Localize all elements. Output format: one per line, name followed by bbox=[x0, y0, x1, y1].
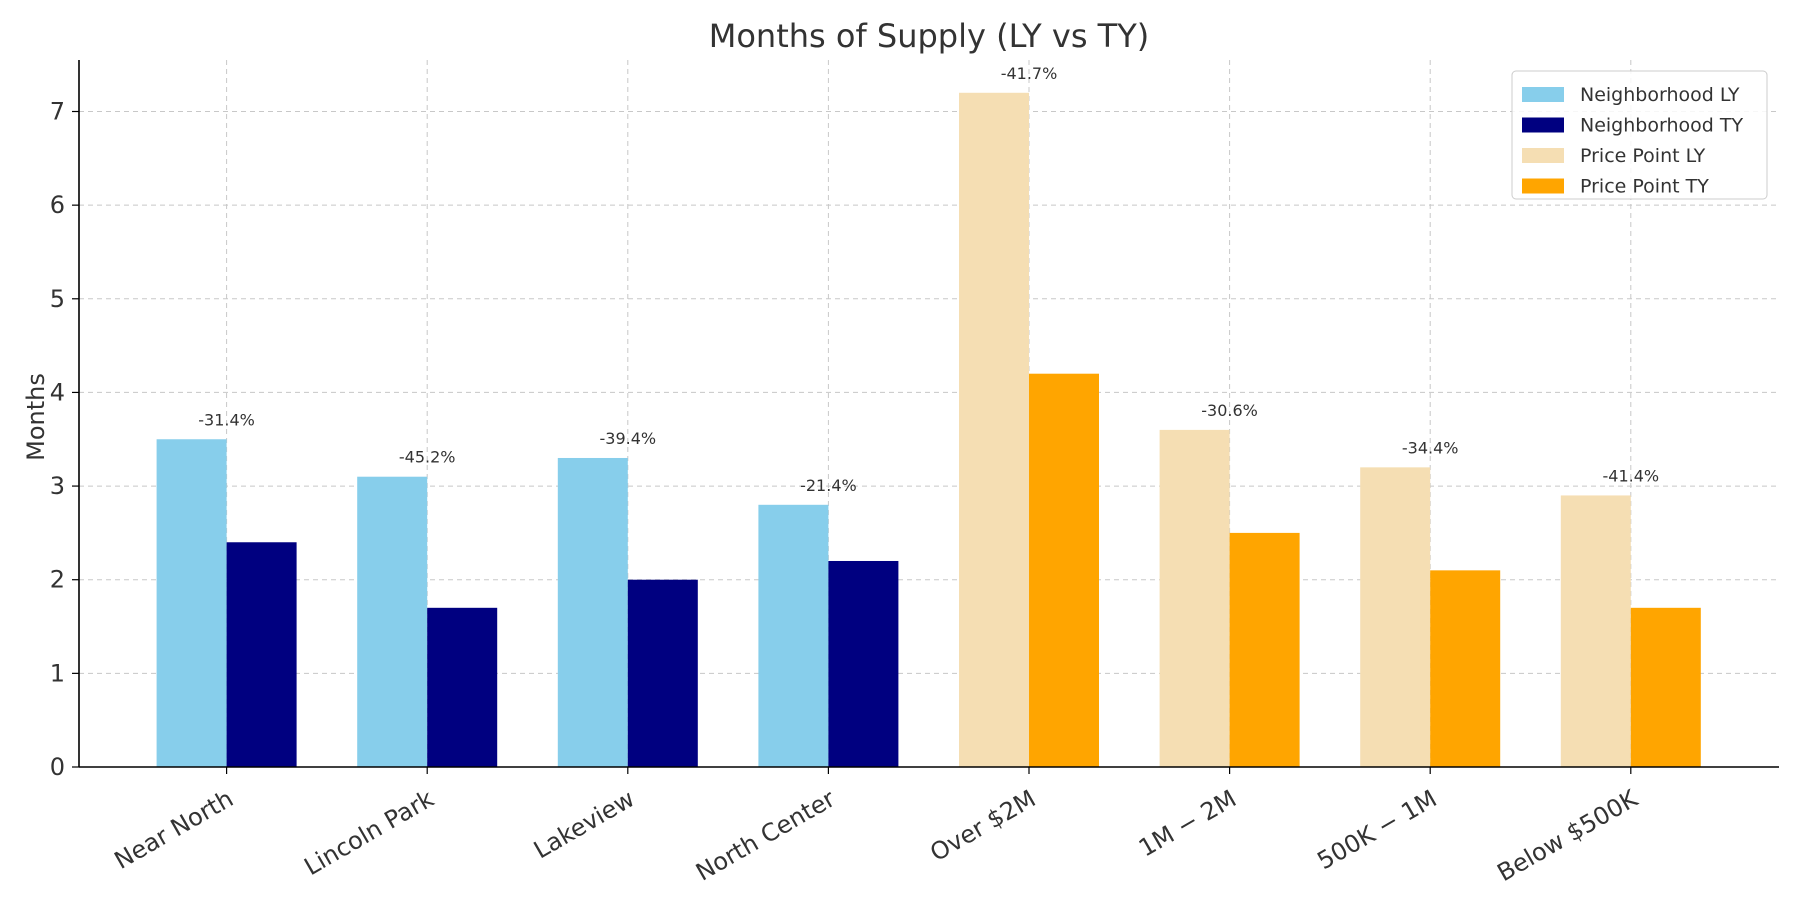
x-tick-label: 500K − 1M bbox=[1313, 784, 1442, 875]
x-tick-label: 1M − 2M bbox=[1134, 784, 1241, 862]
y-tick-label: 4 bbox=[50, 378, 65, 406]
y-tick-label: 6 bbox=[50, 191, 65, 219]
x-tick-label: North Center bbox=[691, 784, 840, 886]
x-tick-label: Over $2M bbox=[925, 784, 1040, 867]
change-label: -41.7% bbox=[1001, 64, 1058, 83]
legend: Neighborhood LY Neighborhood TY Price Poin… bbox=[1511, 70, 1768, 200]
bar-ly bbox=[1360, 467, 1431, 767]
bar-ty bbox=[627, 579, 698, 767]
bar-ty bbox=[1430, 570, 1501, 767]
y-axis-label: Months bbox=[22, 373, 50, 461]
bar-ly bbox=[1159, 429, 1230, 767]
y-tick-label: 7 bbox=[50, 98, 65, 126]
chart-title: Months of Supply (LY vs TY) bbox=[709, 17, 1150, 55]
bar-ly bbox=[758, 504, 829, 767]
x-tick-label: Near North bbox=[110, 784, 238, 874]
change-label: -41.4% bbox=[1602, 466, 1659, 485]
legend-box bbox=[1511, 70, 1768, 200]
legend-swatch bbox=[1522, 178, 1564, 194]
legend-label: Neighborhood LY bbox=[1580, 84, 1740, 106]
bars bbox=[156, 92, 1701, 767]
change-label: -39.4% bbox=[599, 429, 656, 448]
legend-swatch bbox=[1522, 87, 1564, 102]
legend-swatch bbox=[1522, 148, 1564, 163]
bar-ly bbox=[557, 457, 628, 767]
data-labels: -31.4% -45.2% -39.4% -21.4% -41.7% -30.6% -34.… bbox=[198, 64, 1659, 495]
change-label: -21.4% bbox=[800, 476, 857, 495]
change-label: -31.4% bbox=[198, 410, 255, 429]
y-tick-label: 2 bbox=[50, 566, 65, 594]
legend-swatch bbox=[1522, 117, 1564, 133]
legend-label: Price Point LY bbox=[1580, 145, 1706, 167]
change-label: -34.4% bbox=[1402, 438, 1459, 457]
y-tick-label: 3 bbox=[50, 472, 65, 500]
x-tick-label: Lincoln Park bbox=[299, 784, 438, 881]
bar-ly bbox=[1560, 495, 1631, 767]
bar-ty bbox=[1630, 607, 1701, 767]
bar-ty bbox=[226, 542, 297, 767]
bar-ly bbox=[156, 439, 227, 767]
bar-ly bbox=[959, 92, 1029, 767]
change-label: -30.6% bbox=[1201, 401, 1258, 420]
x-tick-label: Lakeview bbox=[529, 784, 639, 864]
y-tick-label: 1 bbox=[50, 659, 65, 687]
change-label: -45.2% bbox=[399, 448, 456, 467]
bar-ty bbox=[828, 560, 899, 767]
legend-label: Price Point TY bbox=[1580, 176, 1709, 198]
x-tick-label: Below $500K bbox=[1493, 784, 1644, 887]
bar-ty bbox=[1229, 532, 1300, 767]
y-tick-label: 0 bbox=[50, 753, 65, 781]
bar-ty bbox=[1029, 373, 1099, 767]
bar-ty bbox=[427, 607, 498, 767]
bar-ly bbox=[357, 476, 428, 767]
y-tick-label: 5 bbox=[50, 285, 65, 313]
legend-label: Neighborhood TY bbox=[1580, 115, 1743, 137]
